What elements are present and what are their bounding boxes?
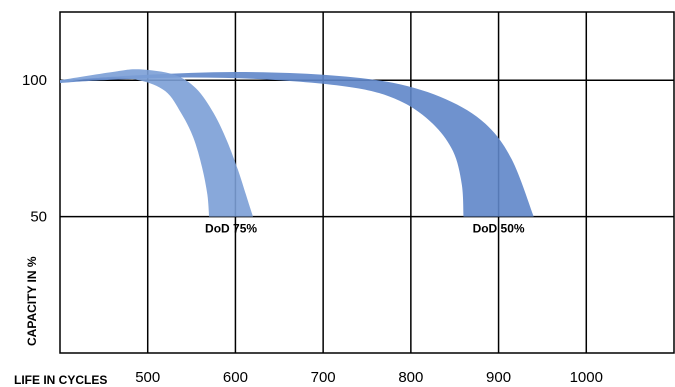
band-dod-50- [60, 72, 534, 217]
x-tick-label: 1000 [570, 369, 603, 386]
grid [59, 11, 675, 354]
x-tick-label: 500 [135, 369, 160, 386]
y-axis-label: CAPACITY IN % [25, 256, 39, 346]
series-label-dod-50-: DoD 50% [473, 222, 525, 236]
bands [60, 69, 534, 217]
y-tick-label: 100 [22, 72, 47, 89]
plot-frame [59, 11, 675, 354]
band-dod-75- [60, 69, 253, 217]
series-label-dod-75-: DoD 75% [205, 222, 257, 236]
y-tick-label: 50 [30, 209, 47, 226]
labels: LIFE IN CYCLES CAPACITY IN % [14, 256, 107, 387]
tick-labels: 500 600 700 800 900 1000 50 100 DoD 75% DoD 50% [22, 72, 603, 386]
x-tick-label: 800 [398, 369, 423, 386]
x-axis-label: LIFE IN CYCLES [14, 373, 107, 387]
x-tick-label: 600 [223, 369, 248, 386]
x-tick-label: 900 [486, 369, 511, 386]
x-tick-label: 700 [311, 369, 336, 386]
